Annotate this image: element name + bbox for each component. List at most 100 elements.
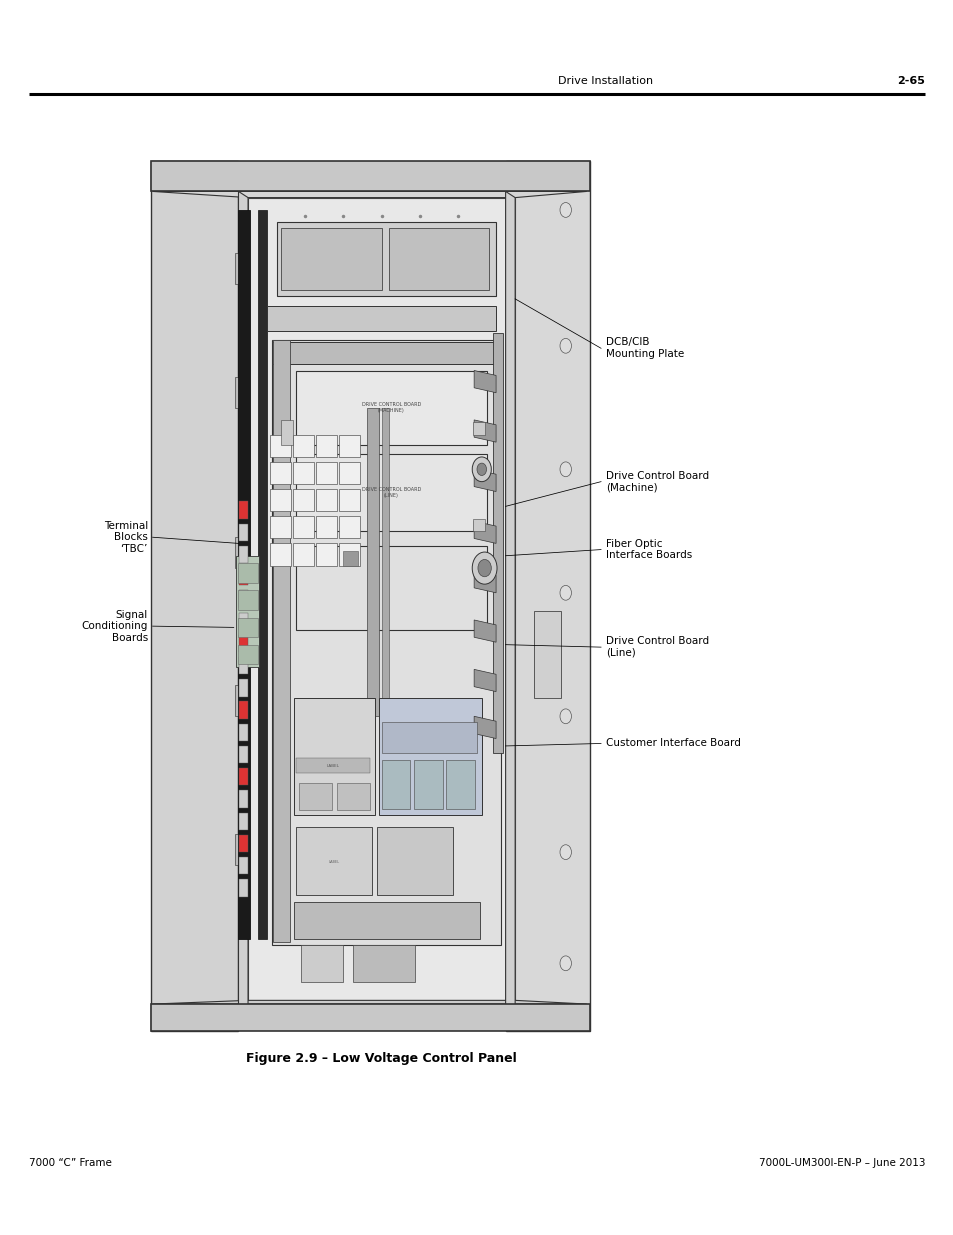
FancyBboxPatch shape [257, 210, 267, 939]
FancyBboxPatch shape [270, 543, 291, 566]
FancyBboxPatch shape [270, 462, 291, 484]
Circle shape [559, 845, 571, 860]
FancyBboxPatch shape [239, 635, 248, 652]
Polygon shape [152, 1000, 586, 1004]
FancyBboxPatch shape [239, 790, 248, 808]
Circle shape [559, 203, 571, 217]
FancyBboxPatch shape [367, 408, 378, 716]
FancyBboxPatch shape [293, 543, 314, 566]
Circle shape [559, 338, 571, 353]
FancyBboxPatch shape [234, 834, 248, 864]
FancyBboxPatch shape [239, 857, 248, 874]
Polygon shape [151, 161, 589, 191]
Text: LABEL: LABEL [326, 763, 339, 768]
FancyBboxPatch shape [270, 516, 291, 538]
FancyBboxPatch shape [273, 340, 290, 942]
FancyBboxPatch shape [281, 420, 293, 445]
Polygon shape [151, 1004, 589, 1031]
FancyBboxPatch shape [294, 902, 479, 939]
Text: Fiber Optic
Interface Boards: Fiber Optic Interface Boards [605, 538, 691, 561]
FancyBboxPatch shape [239, 701, 248, 719]
FancyBboxPatch shape [239, 724, 248, 741]
FancyBboxPatch shape [298, 783, 332, 810]
Text: Customer Interface Board: Customer Interface Board [605, 739, 740, 748]
Polygon shape [474, 521, 496, 543]
Polygon shape [474, 420, 496, 442]
FancyBboxPatch shape [473, 422, 484, 435]
FancyBboxPatch shape [378, 698, 481, 815]
FancyBboxPatch shape [381, 722, 476, 753]
FancyBboxPatch shape [234, 537, 248, 568]
Text: Drive Control Board
(Machine): Drive Control Board (Machine) [605, 471, 708, 493]
FancyBboxPatch shape [270, 489, 291, 511]
FancyBboxPatch shape [381, 408, 389, 716]
FancyBboxPatch shape [267, 306, 496, 331]
FancyBboxPatch shape [381, 760, 410, 809]
Text: 2-65: 2-65 [897, 77, 924, 86]
FancyBboxPatch shape [446, 760, 475, 809]
FancyBboxPatch shape [493, 333, 502, 753]
FancyBboxPatch shape [272, 342, 500, 364]
FancyBboxPatch shape [239, 568, 248, 585]
Circle shape [559, 709, 571, 724]
Polygon shape [474, 716, 496, 739]
FancyBboxPatch shape [315, 489, 336, 511]
FancyBboxPatch shape [293, 516, 314, 538]
Circle shape [472, 552, 497, 584]
FancyBboxPatch shape [315, 435, 336, 457]
FancyBboxPatch shape [238, 210, 250, 939]
Polygon shape [238, 191, 248, 1010]
FancyBboxPatch shape [295, 454, 486, 531]
FancyBboxPatch shape [248, 198, 515, 1010]
Polygon shape [474, 669, 496, 692]
FancyBboxPatch shape [295, 827, 372, 895]
FancyBboxPatch shape [338, 489, 359, 511]
Circle shape [559, 956, 571, 971]
FancyBboxPatch shape [505, 161, 589, 1031]
FancyBboxPatch shape [293, 489, 314, 511]
FancyBboxPatch shape [534, 611, 560, 698]
FancyBboxPatch shape [315, 543, 336, 566]
FancyBboxPatch shape [293, 435, 314, 457]
FancyBboxPatch shape [235, 556, 259, 667]
Circle shape [476, 463, 486, 475]
FancyBboxPatch shape [237, 590, 257, 610]
Text: DCB/CIB
Mounting Plate: DCB/CIB Mounting Plate [605, 337, 683, 359]
Polygon shape [474, 469, 496, 492]
Text: Figure 2.9 – Low Voltage Control Panel: Figure 2.9 – Low Voltage Control Panel [246, 1052, 517, 1066]
FancyBboxPatch shape [239, 546, 248, 563]
FancyBboxPatch shape [294, 698, 375, 815]
FancyBboxPatch shape [239, 746, 248, 763]
FancyBboxPatch shape [151, 161, 238, 1031]
FancyBboxPatch shape [237, 645, 257, 664]
FancyBboxPatch shape [237, 563, 257, 583]
FancyBboxPatch shape [234, 253, 248, 284]
FancyBboxPatch shape [389, 228, 489, 290]
Circle shape [559, 462, 571, 477]
FancyBboxPatch shape [239, 813, 248, 830]
FancyBboxPatch shape [336, 783, 370, 810]
FancyBboxPatch shape [315, 462, 336, 484]
Circle shape [559, 585, 571, 600]
FancyBboxPatch shape [414, 760, 442, 809]
FancyBboxPatch shape [270, 435, 291, 457]
FancyBboxPatch shape [272, 340, 500, 945]
FancyBboxPatch shape [276, 222, 496, 296]
FancyBboxPatch shape [338, 435, 359, 457]
Polygon shape [474, 620, 496, 642]
FancyBboxPatch shape [293, 462, 314, 484]
FancyBboxPatch shape [239, 613, 248, 630]
Text: Drive Control Board
(Line): Drive Control Board (Line) [605, 636, 708, 658]
Text: Terminal
Blocks
‘TBC’: Terminal Blocks ‘TBC’ [104, 521, 148, 553]
FancyBboxPatch shape [239, 879, 248, 897]
Text: LABEL: LABEL [328, 860, 339, 864]
FancyBboxPatch shape [239, 768, 248, 785]
FancyBboxPatch shape [338, 462, 359, 484]
Polygon shape [474, 370, 496, 393]
FancyBboxPatch shape [338, 543, 359, 566]
FancyBboxPatch shape [315, 516, 336, 538]
FancyBboxPatch shape [376, 827, 453, 895]
FancyBboxPatch shape [239, 657, 248, 674]
FancyBboxPatch shape [234, 377, 248, 408]
FancyBboxPatch shape [234, 685, 248, 716]
